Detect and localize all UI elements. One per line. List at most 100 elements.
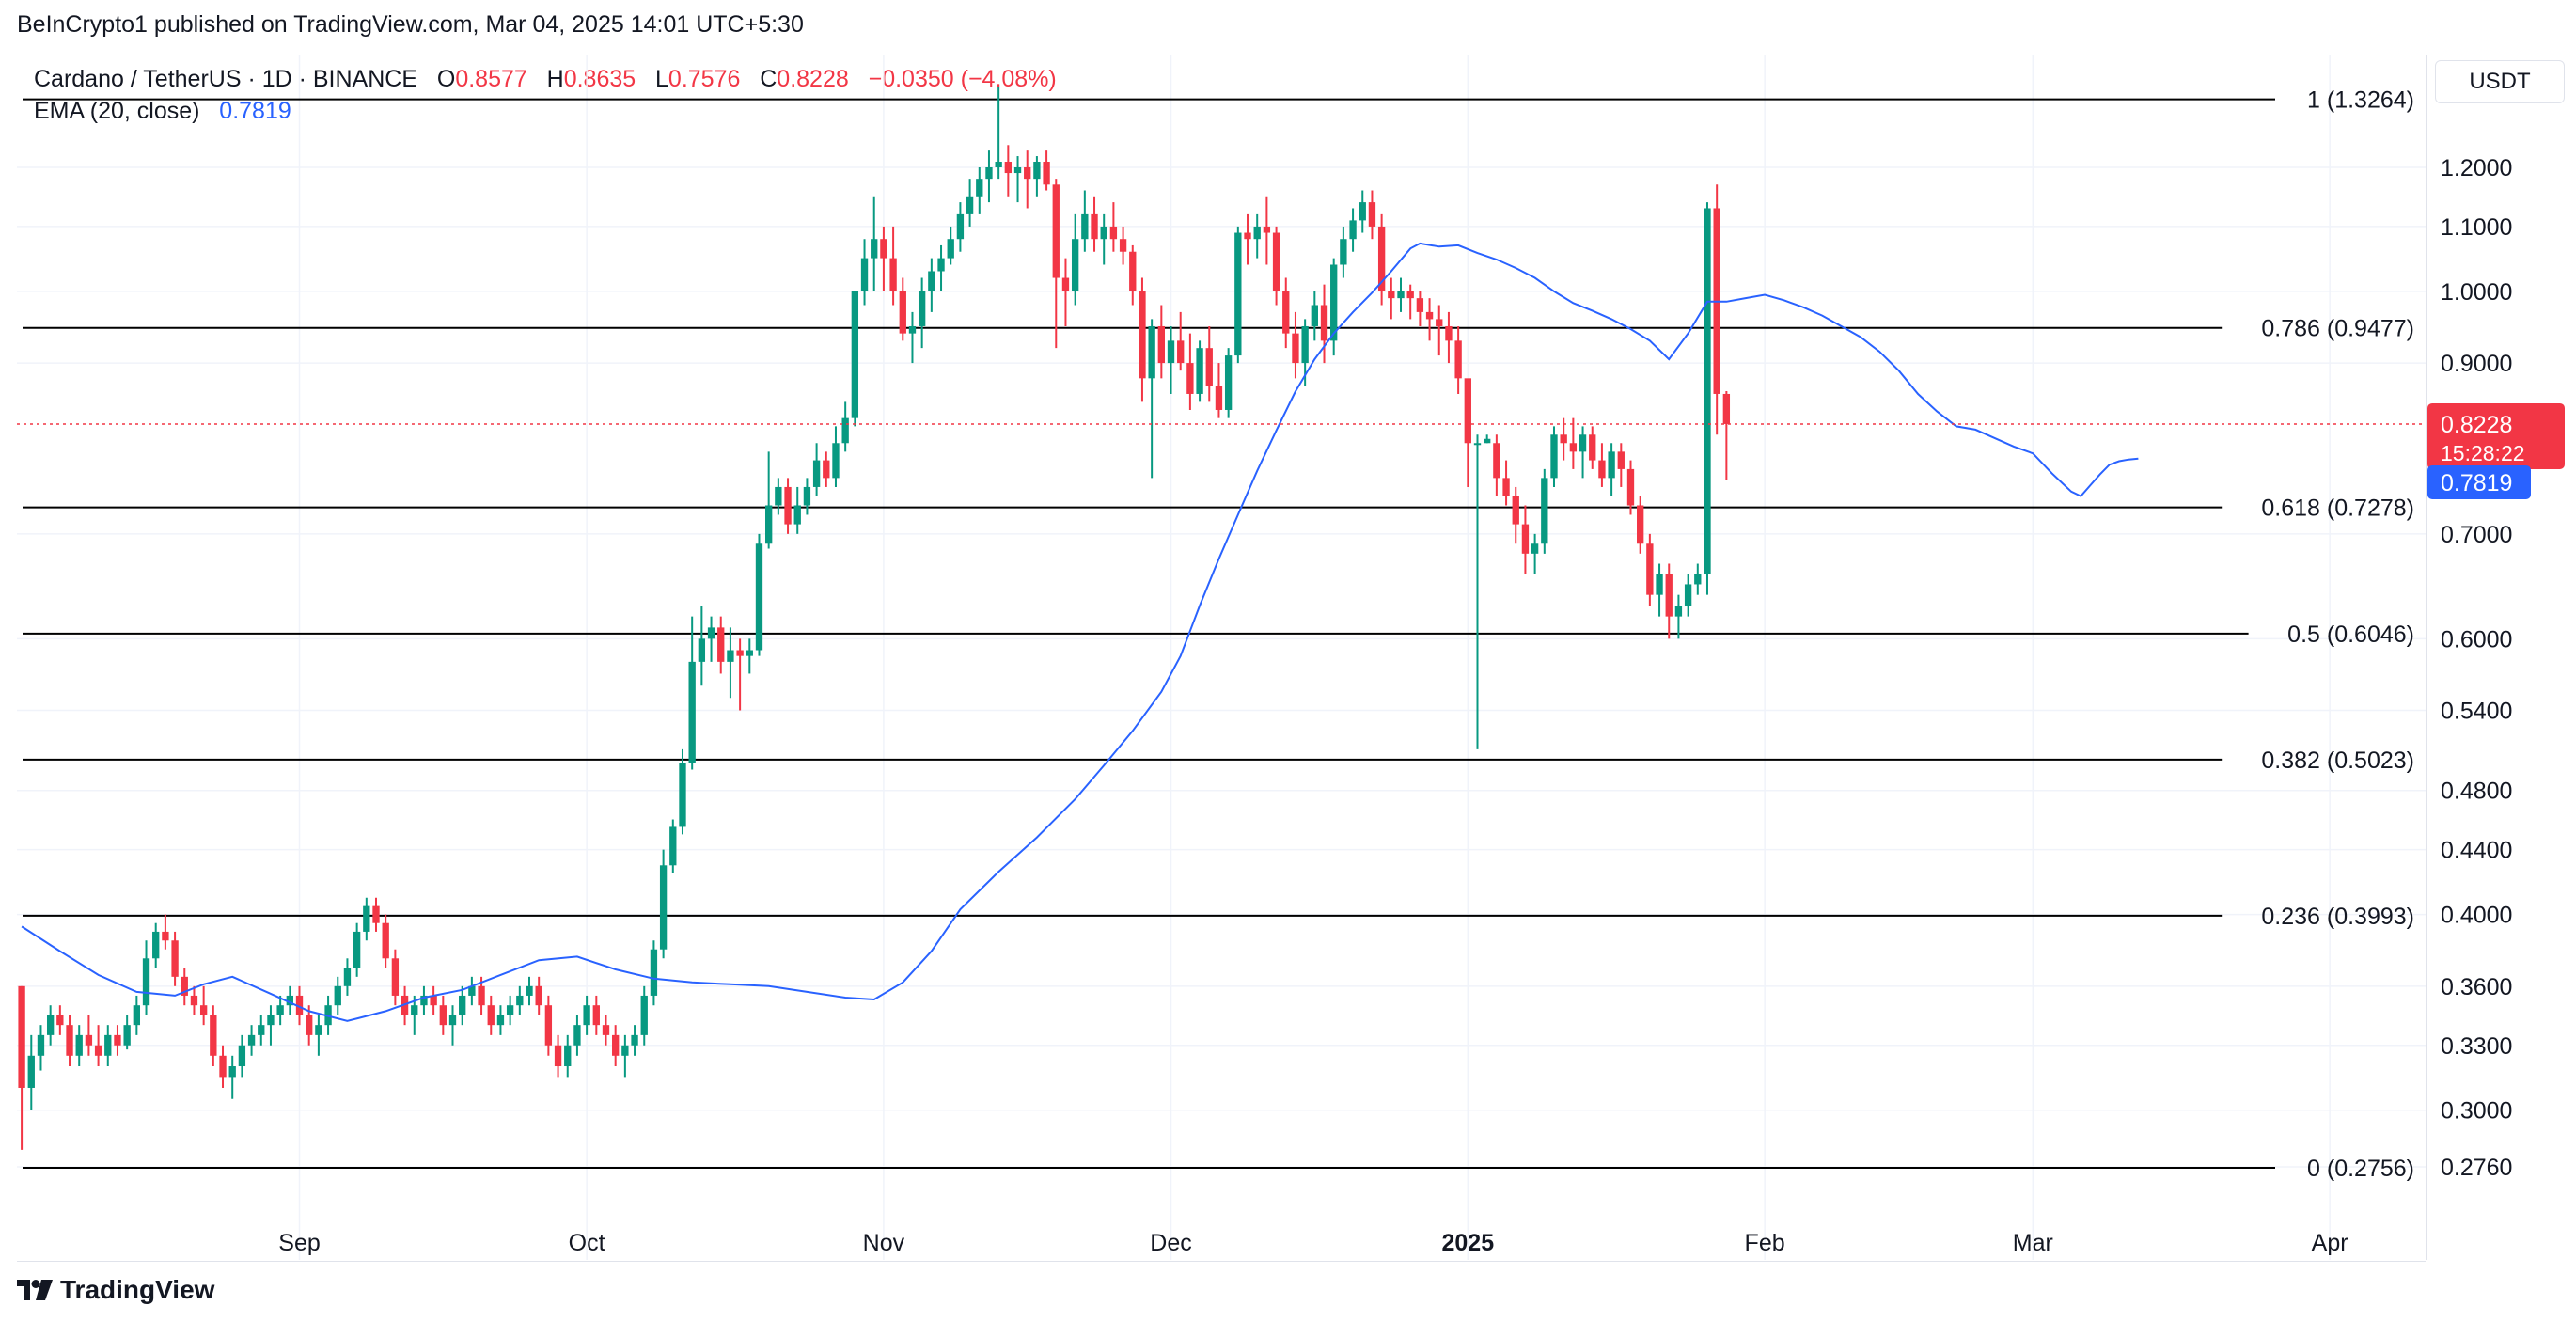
candle-body <box>1301 325 1309 364</box>
candle-body <box>1665 574 1673 617</box>
candle <box>1272 226 1280 306</box>
candle-body <box>372 905 380 923</box>
candle <box>1091 196 1098 252</box>
candle <box>1282 277 1290 349</box>
ema-price-tag: 0.7819 <box>2427 464 2531 499</box>
candle <box>727 627 734 699</box>
candle-body <box>190 995 198 1006</box>
candle-body <box>1071 239 1079 291</box>
candle-body <box>199 1005 208 1015</box>
ema-label[interactable]: EMA (20, close) <box>34 98 200 124</box>
currency-button[interactable]: USDT <box>2435 60 2565 103</box>
x-tick-label: Nov <box>863 1230 905 1256</box>
candle-body <box>46 1015 55 1035</box>
candle <box>56 1005 64 1035</box>
candle <box>841 401 849 452</box>
candle-body <box>1484 438 1491 444</box>
candle <box>621 1034 629 1078</box>
candle-body <box>1617 451 1625 469</box>
candle <box>698 606 706 686</box>
candle-body <box>286 995 293 1006</box>
candle-body <box>688 661 696 763</box>
candle-body <box>1569 443 1578 452</box>
candle-body <box>306 1015 313 1035</box>
candle-body <box>37 1034 45 1056</box>
candle-body <box>1550 434 1558 479</box>
candle-body <box>66 1025 73 1056</box>
symbol-title[interactable]: Cardano / TetherUS · 1D · BINANCE <box>34 66 418 92</box>
candle <box>1560 417 1567 461</box>
brand-name: TradingView <box>60 1275 215 1304</box>
candle <box>363 897 370 941</box>
candle <box>1244 213 1251 265</box>
candle-body <box>1684 584 1692 606</box>
candle-body <box>420 995 428 1006</box>
candle-body <box>1521 524 1530 554</box>
candle <box>1320 284 1328 364</box>
candle <box>1425 298 1434 341</box>
candle-body <box>1186 363 1194 394</box>
candle-body <box>267 1015 275 1026</box>
candle <box>411 995 418 1035</box>
candle <box>544 995 553 1056</box>
candle <box>506 995 514 1026</box>
grid-layer <box>17 55 2426 1260</box>
candle <box>1177 311 1185 371</box>
candle-body <box>1215 386 1223 410</box>
candle-body <box>401 995 409 1015</box>
candle <box>1013 156 1022 203</box>
ema-line-group <box>21 242 2139 1022</box>
candle <box>85 1015 93 1056</box>
candle <box>1684 574 1692 617</box>
candle <box>793 486 801 534</box>
candle-body <box>219 1055 227 1078</box>
candle-body <box>1704 208 1711 574</box>
candle-body <box>258 1025 265 1035</box>
x-tick-label: Feb <box>1745 1230 1785 1256</box>
ema-tag-bg <box>2427 464 2531 499</box>
candle-body <box>650 949 658 996</box>
candle <box>717 616 725 674</box>
candle-body <box>94 1045 102 1056</box>
candle <box>1359 190 1366 233</box>
candle-body <box>363 905 370 932</box>
candle-body <box>478 985 485 1006</box>
candle <box>1637 496 1644 554</box>
candle <box>171 931 179 986</box>
candle-body <box>496 1015 505 1026</box>
candle <box>1694 563 1702 595</box>
candle-body <box>1598 460 1606 479</box>
candle-body <box>391 958 400 996</box>
candle-body <box>1052 184 1060 278</box>
candle-body <box>516 995 524 1006</box>
tradingview-logo[interactable]: TradingView <box>17 1275 214 1305</box>
last-price-tag-bg <box>2427 402 2565 469</box>
candle <box>803 478 811 515</box>
candle <box>1397 277 1405 312</box>
candle <box>1224 348 1233 418</box>
candle-body <box>1349 220 1357 240</box>
candle-body <box>899 291 906 334</box>
candle <box>908 311 917 364</box>
candle <box>1081 190 1089 252</box>
last-price-tag: 0.8228 15:28:22 <box>2427 402 2565 469</box>
candle <box>956 202 965 252</box>
candle <box>1445 311 1453 364</box>
candle <box>372 897 380 932</box>
candle <box>631 1025 638 1056</box>
candle-body <box>1656 574 1663 595</box>
y-tick-label: 1.1000 <box>2441 214 2512 241</box>
y-tick-label: 1.0000 <box>2441 279 2512 306</box>
candle <box>928 258 935 312</box>
candle <box>420 985 428 1015</box>
candle <box>995 87 1002 180</box>
candle-body <box>27 1055 35 1088</box>
candle-body <box>114 1034 121 1046</box>
y-tick-label: 0.3600 <box>2441 974 2512 1000</box>
candle <box>1061 258 1070 326</box>
candle-body <box>871 239 878 259</box>
candle <box>1157 305 1165 379</box>
low-value: 0.7576 <box>668 66 741 92</box>
candle <box>1512 486 1519 544</box>
